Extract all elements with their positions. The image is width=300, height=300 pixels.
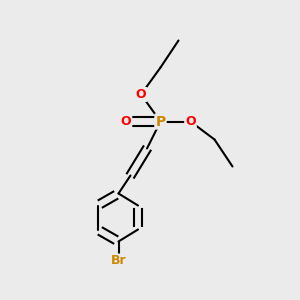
Text: O: O	[121, 115, 131, 128]
Text: P: P	[155, 115, 166, 128]
Text: Br: Br	[111, 254, 126, 268]
Text: O: O	[136, 88, 146, 101]
Text: O: O	[185, 115, 196, 128]
